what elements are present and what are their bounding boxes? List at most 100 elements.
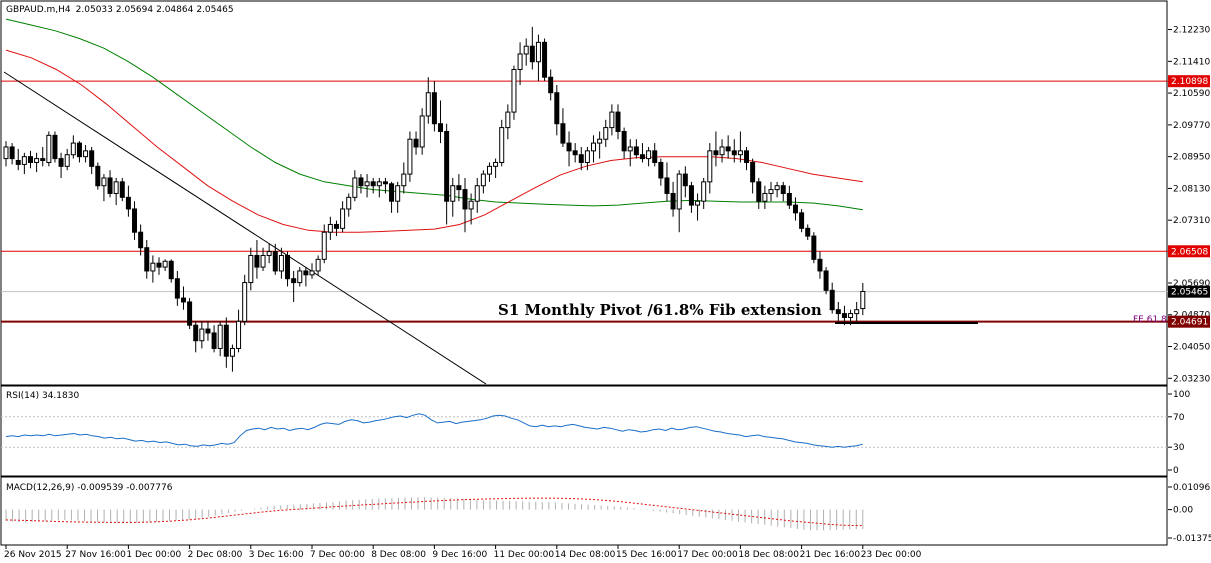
bear-candle [58,158,64,167]
bear-candle [664,177,670,194]
moving-average-line [5,18,863,211]
bear-candle [811,235,817,260]
bull-candle [162,260,168,268]
bull-candle [860,290,866,310]
bear-candle [786,192,792,206]
bear-candle [548,76,554,94]
bull-candle [486,165,492,175]
moving-averages [5,18,863,233]
time-label: 3 Dec 16:00 [249,550,304,560]
bear-candle [560,123,566,144]
bull-candle [217,324,223,349]
bear-candle [370,181,376,187]
bear-candle [682,173,688,187]
bear-candle [76,142,82,158]
bull-candle [401,173,407,187]
bull-candle [101,177,107,187]
bear-candle [15,160,21,165]
time-label: 17 Dec 00:00 [677,550,738,560]
bull-candle [719,146,725,156]
price-level-badge [1168,75,1210,88]
bull-candle [309,270,315,276]
bear-candle [554,92,560,125]
bull-candle [425,92,431,117]
bear-candle [456,185,462,191]
bull-candle [701,181,707,202]
bull-candle [34,158,40,163]
bear-candle [823,270,829,291]
bear-candle [9,146,15,160]
bear-candle [542,41,548,78]
time-label: 23 Dec 00:00 [861,550,922,560]
macd-title: MACD(12,26,9) -0.009539 -0.007776 [6,483,173,493]
bull-candle [474,185,480,202]
time-label: 21 Dec 16:00 [800,550,861,560]
bear-candle [688,185,694,206]
bear-candle [652,150,658,163]
bear-candle [817,258,823,272]
bull-candle [695,200,701,206]
bull-candle [511,68,517,113]
price-level-label: 2.06508 [1171,247,1208,257]
bull-candle [64,154,70,167]
bear-candle [285,254,291,280]
bull-candle [83,150,89,158]
time-label: 27 Nov 16:00 [65,550,126,560]
time-label: 8 Dec 08:00 [371,550,426,560]
bear-candle [829,289,835,311]
price-level-label: 2.10898 [1171,77,1208,87]
price-panel [0,0,1168,386]
bull-candle [523,45,529,55]
annotation-text: S1 Monthly Pivot /61.8% Fib extension [498,301,822,319]
bull-candle [737,150,743,156]
macd-tick-label: -0.013751 [1173,534,1211,544]
ohlc-high: 2.05694 [116,5,153,15]
bull-candle [70,142,76,156]
bear-candle [119,181,125,198]
bull-candle [315,258,321,272]
ohlc-low: 2.04864 [156,5,193,15]
rsi-panel [0,385,1168,477]
bear-candle [40,158,46,162]
bull-candle [248,254,254,284]
bear-candle [144,247,150,272]
bear-candle [633,146,639,156]
bull-candle [627,146,633,152]
macd-tick-label: 0.00 [1173,506,1193,516]
bear-candle [125,196,131,210]
chart-title: GBPAUD.m,H4 2.05033 2.05694 2.04864 2.05465 [6,5,234,15]
bear-candle [107,177,113,194]
bull-candle [395,185,401,202]
trend-line [3,71,487,385]
bear-candle [138,231,144,249]
rsi-title: RSI(14) 34.1830 [6,391,79,401]
price-tick-label: 2.04050 [1173,343,1210,353]
bear-candle [615,111,621,132]
bull-candle [340,208,346,229]
bear-candle [132,208,138,233]
bear-candle [254,254,260,268]
time-label: 18 Dec 08:00 [738,550,799,560]
price-tick-label: 2.11410 [1173,57,1210,67]
bear-candle [750,161,756,183]
price-tick-label: 2.12230 [1173,26,1210,36]
bear-candle [223,324,229,357]
bull-candle [493,161,499,167]
bear-candle [272,251,278,272]
time-label: 9 Dec 16:00 [432,550,487,560]
bear-candle [566,142,572,152]
bull-candle [113,181,119,194]
bear-candle [799,212,805,229]
bear-candle [156,262,162,268]
rsi-tick-label: 70 [1173,413,1185,423]
bull-candle [774,185,780,191]
time-label: 2 Dec 08:00 [188,550,243,560]
bull-candle [46,134,52,163]
fib-label: FE 61.8 [1133,315,1167,325]
rsi-tick-label: 30 [1173,443,1185,453]
rsi-tick-label: 100 [1173,390,1190,400]
ohlc-open: 2.05033 [76,5,113,15]
bear-candle [805,227,811,237]
bear-candle [444,130,450,202]
